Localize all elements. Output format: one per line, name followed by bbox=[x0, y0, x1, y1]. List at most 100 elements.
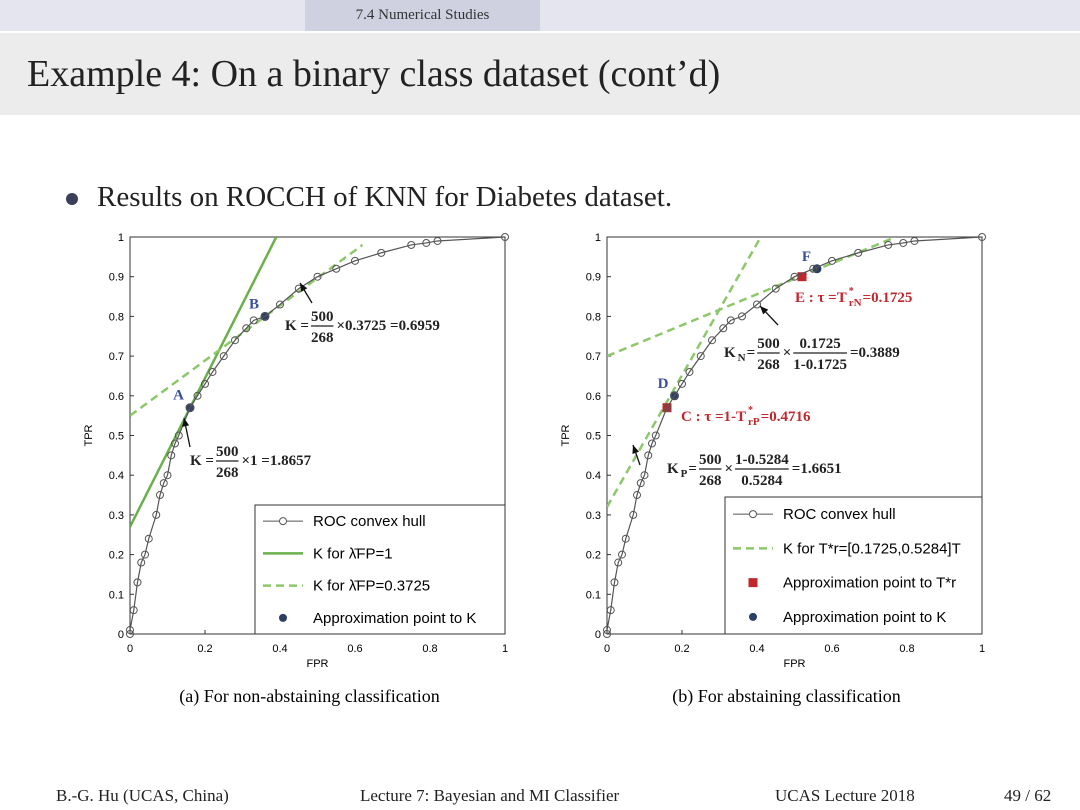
series-line bbox=[130, 237, 505, 634]
hull-marker bbox=[129, 606, 138, 615]
point-label: D bbox=[658, 376, 669, 392]
y-tick-label: 0.7 bbox=[586, 351, 601, 363]
hull-marker bbox=[663, 403, 671, 412]
x-tick-label: 0.6 bbox=[347, 643, 362, 655]
annotation-text: =0.4716 bbox=[761, 409, 811, 425]
y-tick-label: 0.1 bbox=[586, 589, 601, 601]
arrow-head bbox=[760, 306, 769, 315]
hull-marker bbox=[629, 510, 638, 519]
hull-marker bbox=[351, 256, 359, 265]
hull-marker bbox=[407, 240, 416, 249]
hull-marker bbox=[261, 312, 269, 321]
annotation-text: =0.3889 bbox=[850, 345, 900, 361]
hull-marker bbox=[648, 439, 656, 448]
fraction-den: 1-0.1725 bbox=[793, 357, 847, 373]
y-tick-label: 0.3 bbox=[586, 510, 601, 522]
series-line bbox=[130, 237, 278, 528]
fraction-num: 0.1725 bbox=[800, 336, 841, 352]
legend-label: Approximation point to K bbox=[313, 610, 476, 627]
annotation-sup: * bbox=[849, 286, 854, 297]
series-line bbox=[607, 237, 897, 508]
arrow-head bbox=[182, 418, 190, 427]
legend-box bbox=[724, 496, 983, 635]
footer-course: UCAS Lecture 2018 bbox=[775, 786, 915, 805]
hull-marker bbox=[171, 439, 179, 448]
legend-swatch bbox=[279, 517, 287, 526]
x-tick-label: 0 bbox=[127, 643, 133, 655]
hull-marker bbox=[809, 264, 818, 273]
y-axis-label: TPR bbox=[560, 424, 572, 446]
fraction-num: 500 bbox=[757, 336, 780, 352]
hull-marker bbox=[422, 238, 431, 247]
hull-marker bbox=[249, 316, 258, 325]
hull-marker bbox=[152, 510, 161, 519]
fraction-den: 268 bbox=[311, 330, 334, 346]
annotation-text: =1.6651 bbox=[792, 461, 842, 477]
series-line bbox=[607, 237, 982, 634]
hull-marker bbox=[610, 578, 619, 587]
y-tick-label: 1 bbox=[595, 232, 601, 244]
hull-marker bbox=[201, 379, 209, 388]
annotation-text: ×1 =1.8657 bbox=[241, 453, 311, 469]
x-tick-label: 1 bbox=[979, 643, 985, 655]
fraction-num: 1-0.5284 bbox=[735, 452, 789, 468]
hull-marker bbox=[159, 479, 168, 488]
fraction-den: 0.5284 bbox=[741, 473, 783, 489]
legend-label: ROC convex hull bbox=[783, 506, 896, 523]
y-tick-label: 0.5 bbox=[586, 431, 601, 443]
y-tick-label: 0.4 bbox=[109, 470, 124, 482]
hull-marker bbox=[313, 272, 322, 281]
y-axis-label: TPR bbox=[83, 424, 95, 446]
x-tick-label: 0.6 bbox=[824, 643, 839, 655]
y-tick-label: 0 bbox=[595, 629, 601, 641]
x-tick-label: 0.8 bbox=[899, 643, 914, 655]
hull-marker bbox=[242, 324, 251, 333]
legend-swatch bbox=[748, 578, 758, 588]
y-tick-label: 0.5 bbox=[109, 431, 124, 443]
fraction-num: 500 bbox=[699, 452, 722, 468]
annotation-sub: N bbox=[738, 352, 746, 364]
hull-marker bbox=[167, 451, 176, 460]
y-tick-label: 0.9 bbox=[586, 272, 601, 284]
hull-marker bbox=[685, 367, 694, 376]
hull-marker bbox=[614, 558, 623, 567]
footer-author: B.-G. Hu (UCAS, China) bbox=[56, 786, 229, 805]
x-tick-label: 0.4 bbox=[272, 643, 287, 655]
hull-marker bbox=[377, 248, 386, 257]
annotation-text: K bbox=[724, 345, 736, 361]
x-tick-label: 0.2 bbox=[674, 643, 689, 655]
legend-label: Approximation point to T*r bbox=[783, 575, 956, 592]
hull-marker bbox=[603, 630, 611, 638]
y-tick-label: 0.2 bbox=[586, 550, 601, 562]
fraction-den: 268 bbox=[216, 465, 239, 481]
hull-marker bbox=[174, 431, 183, 440]
hull-marker bbox=[640, 471, 649, 480]
hull-marker bbox=[137, 558, 146, 567]
legend-label: K for λ̄FP=0.3725 bbox=[313, 578, 430, 595]
hull-marker bbox=[738, 312, 746, 321]
y-tick-label: 0.9 bbox=[109, 272, 124, 284]
hull-marker bbox=[126, 626, 134, 635]
hull-marker bbox=[126, 630, 134, 638]
section-title: 7.4 Numerical Studies bbox=[305, 0, 540, 31]
slide-title: Example 4: On a binary class dataset (co… bbox=[27, 53, 721, 95]
hull-marker bbox=[276, 300, 284, 309]
legend-label: K for λ̄FP=1 bbox=[313, 545, 393, 562]
annotation-text: × bbox=[724, 461, 733, 477]
hull-marker bbox=[790, 272, 799, 281]
arrow-head bbox=[300, 283, 308, 292]
y-tick-label: 0.6 bbox=[109, 391, 124, 403]
bullet-dot bbox=[66, 193, 78, 205]
annotation-text: =0.1725 bbox=[863, 290, 913, 306]
hull-marker bbox=[633, 491, 641, 500]
point-label: F bbox=[802, 249, 811, 265]
legend-swatch bbox=[279, 613, 287, 622]
hull-marker bbox=[884, 240, 893, 249]
legend-box bbox=[254, 504, 506, 635]
y-tick-label: 0.8 bbox=[586, 311, 601, 323]
hull-marker bbox=[219, 352, 228, 361]
y-tick-label: 0.4 bbox=[586, 470, 601, 482]
hull-marker bbox=[910, 236, 919, 245]
x-tick-label: 0.2 bbox=[197, 643, 212, 655]
